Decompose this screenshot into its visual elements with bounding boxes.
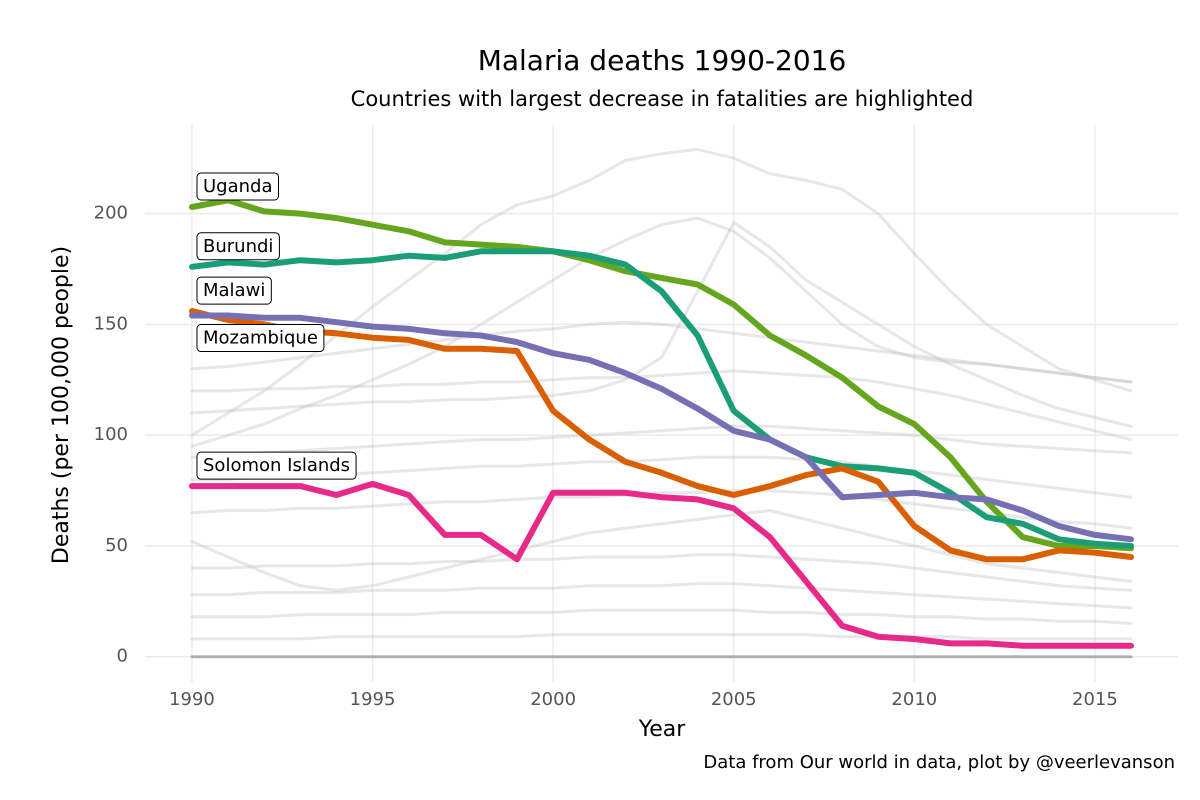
series-line xyxy=(190,320,1133,384)
series-line xyxy=(189,312,1134,543)
y-tick-label: 0 xyxy=(117,646,128,667)
series-label: Solomon Islands xyxy=(196,451,357,480)
label-box xyxy=(196,172,279,201)
label-box xyxy=(196,451,357,480)
series-line xyxy=(190,424,1133,459)
series-line xyxy=(190,509,1133,592)
x-tick-label: 2000 xyxy=(530,689,576,710)
series-line xyxy=(190,216,1133,448)
series-label-text: Malawi xyxy=(203,280,265,301)
series-label-text: Burundi xyxy=(203,236,273,257)
x-tick-label: 2005 xyxy=(711,689,757,710)
series-label-text: Mozambique xyxy=(203,328,318,349)
series-line xyxy=(190,221,1133,428)
series-line xyxy=(189,197,1134,552)
labels: Uganda Burundi Malawi Mozambique Solomon Isl… xyxy=(196,172,357,480)
series-label: Mozambique xyxy=(196,324,325,353)
y-tick-label: 50 xyxy=(105,535,128,556)
series-line xyxy=(189,480,1134,649)
series-label: Burundi xyxy=(196,232,280,261)
label-box xyxy=(196,232,280,261)
series-line xyxy=(190,582,1133,610)
series-label: Malawi xyxy=(196,276,272,305)
series-line xyxy=(190,553,1133,592)
series-label: Uganda xyxy=(196,172,279,201)
series-label-text: Uganda xyxy=(203,176,273,197)
x-tick-label: 2015 xyxy=(1072,689,1118,710)
label-box xyxy=(196,324,325,353)
series-line xyxy=(189,308,1134,563)
label-box xyxy=(196,276,272,305)
x-tick-label: 1990 xyxy=(169,689,215,710)
x-tick-label: 2010 xyxy=(891,689,937,710)
lines xyxy=(189,147,1134,659)
chart-title: Malaria deaths 1990-2016 xyxy=(478,44,847,77)
y-tick-label: 150 xyxy=(94,313,128,334)
y-tick-label: 200 xyxy=(94,203,128,224)
series-line xyxy=(189,248,1134,549)
y-tick-label: 100 xyxy=(94,424,128,445)
caption: Data from Our world in data, plot by @ve… xyxy=(703,752,1175,773)
chart-subtitle: Countries with largest decrease in fatal… xyxy=(351,87,974,111)
series-line xyxy=(190,608,1133,625)
x-axis-label: Year xyxy=(638,717,687,742)
x-tick-label: 1995 xyxy=(350,689,396,710)
y-axis-label: Deaths (per 100,000 people) xyxy=(49,246,74,564)
series-line xyxy=(190,633,1133,641)
series-line xyxy=(190,369,1133,442)
grid xyxy=(145,125,1178,682)
series-label-text: Solomon Islands xyxy=(203,455,350,476)
